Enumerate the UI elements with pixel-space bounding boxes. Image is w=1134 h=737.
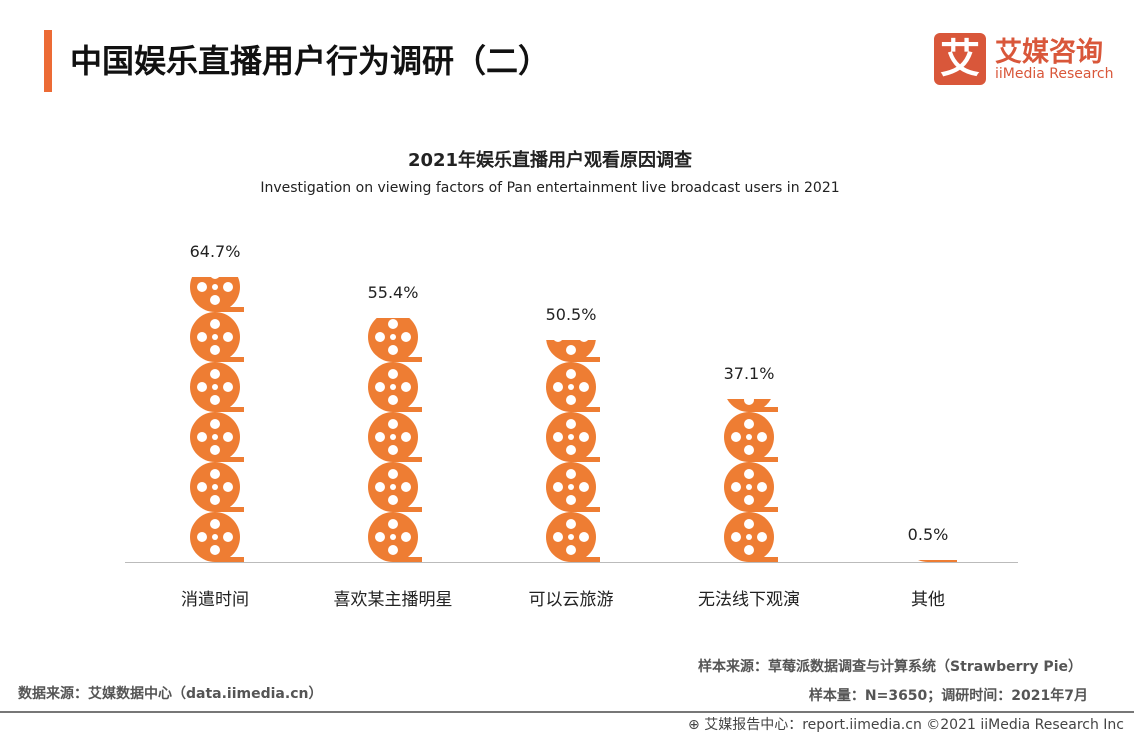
x-axis-line	[125, 562, 1018, 563]
chart-title: 2021年娱乐直播用户观看原因调查	[407, 150, 693, 171]
category-label: 消遣时间	[181, 590, 249, 610]
data-label: 0.5%	[907, 524, 949, 544]
category-label: 喜欢某主播明星	[333, 590, 453, 610]
sample-size: 样本量：N=3650；调研时间：2021年7月	[808, 688, 1088, 704]
data-label: 55.4%	[367, 283, 419, 303]
bar-2	[544, 339, 604, 562]
data-label: 64.7%	[189, 242, 241, 262]
footer-copyright: ⊕ 艾媒报告中心：report.iimedia.cn ©2021 iiMedia…	[688, 714, 1124, 734]
category-label: 可以云旅游	[528, 590, 614, 610]
logo-text-cn: 艾媒咨询	[995, 37, 1103, 68]
bar-4	[901, 559, 961, 562]
footer-divider	[0, 711, 1134, 713]
chart-subtitle: Investigation on viewing factors of Pan …	[260, 180, 840, 196]
logo-text-en: iiMedia Research	[995, 66, 1114, 82]
logo-mark: 艾	[934, 33, 986, 85]
category-label: 无法线下观演	[698, 590, 800, 610]
category-label: 其他	[911, 590, 945, 610]
copyright-text: 艾媒报告中心：report.iimedia.cn ©2021 iiMedia R…	[704, 717, 1124, 733]
data-label: 50.5%	[545, 304, 597, 324]
data-source: 数据来源：艾媒数据中心（data.iimedia.cn）	[18, 686, 323, 702]
data-label: 37.1%	[723, 363, 775, 383]
globe-icon: ⊕	[688, 717, 705, 733]
bar-3	[722, 398, 782, 562]
page-title: 中国娱乐直播用户行为调研（二）	[70, 42, 551, 80]
title-accent-bar	[44, 30, 52, 92]
bar-0	[188, 277, 248, 562]
sample-source: 样本来源：草莓派数据调查与计算系统（Strawberry Pie）	[698, 659, 1082, 675]
bar-1	[366, 318, 426, 562]
